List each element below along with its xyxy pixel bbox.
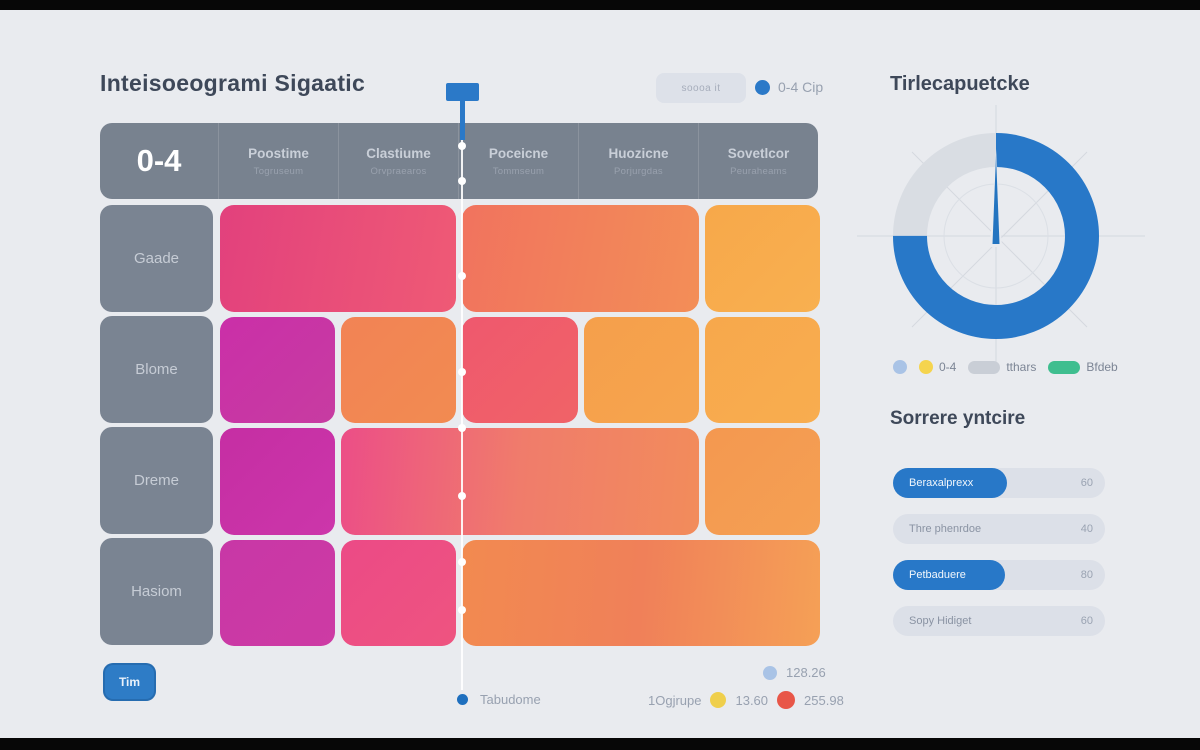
timeline-end-dot-icon — [457, 694, 468, 705]
bar-item[interactable]: Beraxalprexx 60 — [893, 468, 1105, 498]
timeline-stem — [460, 100, 465, 140]
legend-marker-caption: 0-4 Cip — [778, 79, 824, 95]
column-subtitle: Orvpraearos — [370, 165, 427, 177]
legend-marker-dot-icon — [755, 80, 770, 95]
bar-label: Beraxalprexx — [909, 477, 974, 489]
donut-legend-item: tthars — [968, 360, 1036, 374]
heatmap-header: 0-4 Poostime Togruseum Clastiume Orvpraearo… — [100, 123, 818, 199]
scale-label: 0-4 — [136, 143, 182, 178]
legend-red-dot-icon — [777, 691, 796, 709]
column-subtitle: Peuraheams — [730, 165, 787, 177]
bars-list: Beraxalprexx 60 Thre phenrdoe 40 Petbaduere 8… — [893, 468, 1105, 636]
heatmap-row-labels: Gaade Blome Dreme Hasiom — [100, 205, 213, 645]
donut-legend-item: Bfdeb — [1048, 360, 1118, 374]
bar-fill — [893, 468, 1008, 498]
legend-label: tthars — [1006, 360, 1037, 374]
footer-legend-row: 1Ogjrupe 13.60 255.98 — [648, 691, 844, 709]
legend-label: Bfdeb — [1086, 360, 1118, 374]
donut-title: Tirlecapuetcke — [890, 73, 1030, 95]
heatmap-cell[interactable] — [704, 428, 820, 535]
legend-label: 0-4 — [939, 360, 957, 374]
heatmap-cell[interactable] — [462, 205, 699, 312]
legend-blue-dot-icon — [763, 665, 777, 680]
legend-value: 13.60 — [735, 692, 769, 708]
bar-item[interactable]: Sopy Hidiget 60 — [893, 606, 1105, 636]
heatmap-row-label: Dreme — [100, 427, 213, 534]
heatmap-column-header: Sovetlcor Peuraheams — [698, 123, 818, 199]
bar-label: Thre phenrdoe — [909, 523, 982, 535]
heatmap-row-label: Hasiom — [100, 538, 213, 645]
legend-pill-icon — [968, 360, 1001, 374]
heatmap-cell[interactable] — [583, 316, 699, 423]
heatmap-grid — [220, 205, 820, 646]
heatmap-cell[interactable] — [341, 316, 457, 423]
timeline-dot-icon — [458, 424, 466, 432]
donut-legend-item — [893, 360, 907, 374]
heatmap-row-label: Gaade — [100, 205, 213, 312]
heatmap-cell[interactable] — [462, 316, 578, 423]
heatmap-cell[interactable] — [341, 539, 457, 646]
heatmap-cell[interactable] — [704, 316, 820, 423]
bar-value: 60 — [1080, 477, 1093, 489]
heatmap-cell[interactable] — [220, 316, 336, 423]
timeline-dot-icon — [458, 177, 466, 185]
legend-dot-icon — [893, 360, 907, 374]
column-title: Poostime — [248, 145, 309, 161]
bar-fill — [893, 560, 1006, 590]
letterbox-top — [0, 0, 1200, 10]
legend-top-value: 128.26 — [786, 665, 826, 680]
column-title: Huozicne — [608, 145, 669, 161]
bar-value: 60 — [1080, 615, 1093, 627]
heatmap-cell[interactable] — [220, 205, 457, 312]
timeline-handle[interactable] — [446, 83, 479, 101]
legend-dot-icon — [919, 360, 933, 374]
legend-row-prefix: 1Ogjrupe — [648, 692, 702, 708]
column-title: Poceicne — [488, 145, 549, 161]
column-subtitle: Porjurgdas — [614, 165, 663, 177]
timeline-dot-icon — [458, 142, 466, 150]
heatmap-cell[interactable] — [462, 539, 820, 646]
legend-yellow-dot-icon — [710, 692, 727, 708]
column-title: Sovetlcor — [727, 145, 790, 161]
letterbox-bottom — [0, 738, 1200, 750]
heatmap-cell[interactable] — [220, 428, 336, 535]
column-subtitle: Togruseum — [253, 165, 304, 177]
donut-legend-item: 0-4 — [919, 360, 956, 374]
bar-item[interactable]: Thre phenrdoe 40 — [893, 514, 1105, 544]
timeline-dot-icon — [458, 272, 466, 280]
bar-label: Petbaduere — [909, 569, 966, 581]
bar-item[interactable]: Petbaduere 80 — [893, 560, 1105, 590]
bar-value: 80 — [1080, 569, 1093, 581]
heatmap-cell[interactable] — [704, 205, 820, 312]
timeline-end-label: Tabudome — [480, 692, 541, 707]
heatmap-column-header: Poceicne Tommseum — [458, 123, 578, 199]
heatmap-row-label: Blome — [100, 316, 213, 423]
donut-chart — [857, 105, 1145, 369]
legend-value: 255.98 — [804, 692, 844, 708]
donut-legend: 0-4 tthars Bfdeb — [893, 360, 1118, 374]
heatmap-column-header: Huozicne Porjurgdas — [578, 123, 698, 199]
tim-button[interactable]: Tim — [103, 663, 156, 701]
header-badge[interactable]: soooa it — [656, 73, 746, 103]
heatmap-column-header: Poostime Togruseum — [218, 123, 338, 199]
heatmap-column-header: Clastiume Orvpraearos — [338, 123, 458, 199]
timeline-dot-icon — [458, 492, 466, 500]
heatmap-cell[interactable] — [341, 428, 699, 535]
heatmap-column-headers: Poostime Togruseum Clastiume Orvpraearos Poc… — [218, 123, 818, 199]
footer-legend-top: 128.26 — [763, 665, 826, 680]
heatmap-cell[interactable] — [220, 539, 336, 646]
timeline-line — [461, 138, 463, 690]
bar-label: Sopy Hidiget — [909, 615, 972, 627]
timeline-dot-icon — [458, 606, 466, 614]
donut-needle-icon[interactable] — [992, 155, 1000, 244]
column-subtitle: Tommseum — [492, 165, 545, 177]
column-title: Clastiume — [366, 145, 431, 161]
timeline-dot-icon — [458, 368, 466, 376]
page-title: Inteisoeogrami Sigaatic — [100, 70, 366, 96]
legend-pill-icon — [1048, 360, 1081, 374]
timeline-dot-icon — [458, 558, 466, 566]
bars-section-title: Sorrere yntcire — [890, 408, 1026, 429]
bar-value: 40 — [1080, 523, 1093, 535]
